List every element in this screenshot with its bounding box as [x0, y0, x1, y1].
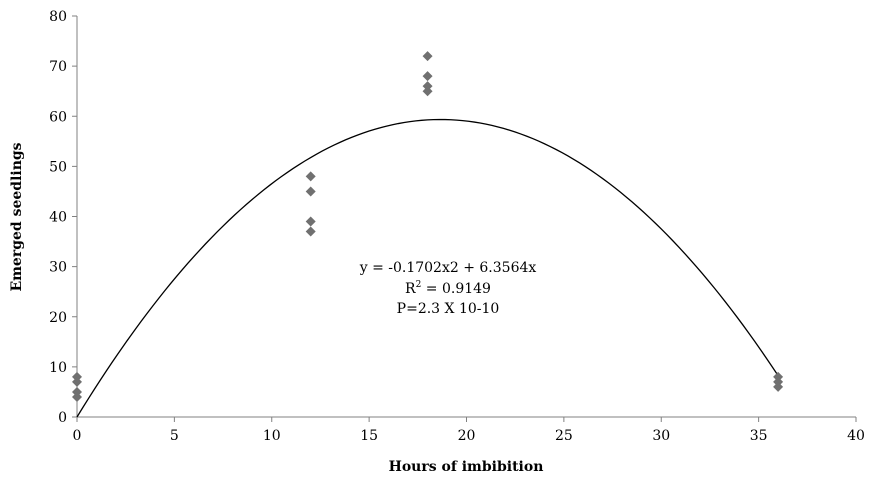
x-tick-label: 5	[170, 428, 179, 444]
r2-label: R	[405, 281, 416, 297]
y-tick-label: 60	[49, 109, 67, 125]
y-tick-label: 10	[49, 360, 67, 376]
data-point	[422, 71, 433, 82]
x-tick-label: 10	[263, 428, 281, 444]
y-tick-label: 20	[49, 310, 67, 326]
data-point	[773, 371, 784, 382]
axes	[76, 16, 856, 418]
y-axis-title: Emerged seedlings	[9, 142, 25, 291]
r2-superscript: 2	[416, 280, 422, 290]
r2-value: = 0.9149	[421, 281, 491, 297]
data-point	[305, 216, 316, 227]
data-point	[305, 226, 316, 237]
data-points	[72, 51, 784, 402]
data-point	[72, 386, 82, 397]
y-axis-ticks: 0 10 20 30 40 50 60 70 80	[49, 9, 77, 426]
p-value-label: P=2.3 X 10-10	[397, 301, 500, 317]
y-tick-label: 70	[49, 59, 67, 75]
data-point	[773, 381, 784, 392]
data-point	[305, 186, 316, 197]
x-tick-label: 40	[847, 428, 865, 444]
trendline-equation: y = -0.1702x2 + 6.3564x	[359, 260, 537, 276]
data-point	[422, 51, 433, 62]
y-tick-label: 80	[49, 9, 67, 25]
data-point	[72, 371, 82, 382]
x-tick-label: 15	[360, 428, 378, 444]
data-point	[773, 376, 784, 387]
data-point	[72, 391, 82, 402]
r-squared-label: R2 = 0.9149	[405, 280, 491, 297]
x-tick-label: 30	[652, 428, 670, 444]
x-tick-label: 20	[458, 428, 476, 444]
y-tick-label: 30	[49, 260, 67, 276]
x-axis-title: Hours of imbibition	[389, 459, 544, 475]
x-tick-label: 35	[750, 428, 768, 444]
data-point	[305, 171, 316, 182]
data-point	[72, 376, 82, 387]
data-point	[422, 81, 433, 92]
data-point	[422, 86, 433, 97]
y-tick-label: 40	[49, 210, 67, 226]
trendline	[76, 118, 779, 418]
x-tick-label: 25	[555, 428, 573, 444]
y-tick-label: 0	[58, 410, 67, 426]
x-tick-label: 0	[73, 428, 82, 444]
x-axis-ticks: 0 5 10 15 20 25 30 35 40	[73, 417, 865, 444]
y-tick-label: 50	[49, 159, 67, 175]
